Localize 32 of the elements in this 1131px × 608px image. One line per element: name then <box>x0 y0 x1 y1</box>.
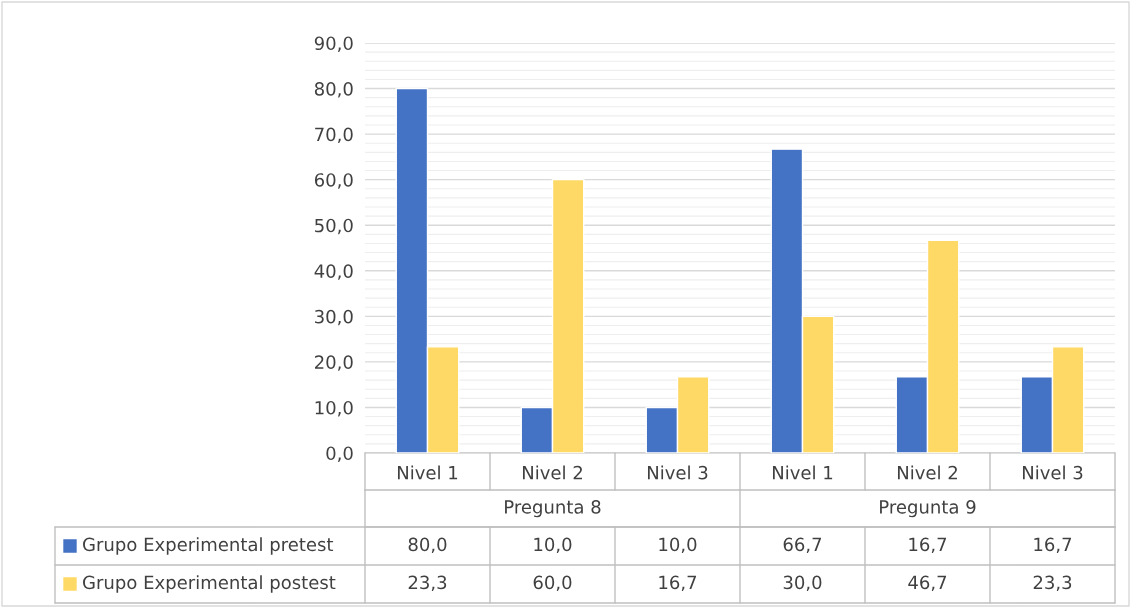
legend-label: Grupo Experimental postest <box>83 575 336 593</box>
y-tick-label: 10,0 <box>315 400 353 417</box>
x-tick-label: Nivel 1 <box>772 465 833 480</box>
data-label: 10,0 <box>534 537 572 554</box>
y-tick-label: 60,0 <box>314 173 353 189</box>
y-tick-label: 50,0 <box>315 218 353 235</box>
x-tick-label: Nivel 3 <box>1022 465 1083 480</box>
data-label: 16,7 <box>909 537 947 554</box>
x-tick-label: Nivel 1 <box>397 465 458 480</box>
data-label: 10,0 <box>659 537 697 554</box>
y-tick-label: 80,0 <box>314 82 353 98</box>
data-label: 16,7 <box>659 575 697 592</box>
data-label: 60,0 <box>533 575 572 592</box>
data-label: 46,7 <box>908 575 947 592</box>
x-tick-label: Nivel 2 <box>897 465 957 480</box>
text: Pregunta 8 <box>505 500 601 518</box>
data-label: 80,0 <box>408 537 447 554</box>
data-label: 30,0 <box>783 575 822 592</box>
y-tick-label: 20,0 <box>315 355 353 371</box>
y-tick-label: 0,0 <box>326 446 353 462</box>
y-tick-label: 40,0 <box>314 264 353 280</box>
data-label: 23,3 <box>1033 575 1072 592</box>
x-tick-label: Nivel 2 <box>522 465 582 480</box>
text: Pregunta 9 <box>880 500 976 518</box>
y-tick-label: 70,0 <box>315 127 353 144</box>
data-label: 66,7 <box>783 537 822 554</box>
y-tick-label: 90,0 <box>314 36 353 52</box>
y-tick-label: 30,0 <box>315 309 353 326</box>
data-label: 16,7 <box>1034 537 1072 554</box>
x-tick-label: Nivel 3 <box>647 465 708 480</box>
legend-label: Grupo Experimental pretest <box>83 537 334 555</box>
data-label: 23,3 <box>408 575 447 592</box>
